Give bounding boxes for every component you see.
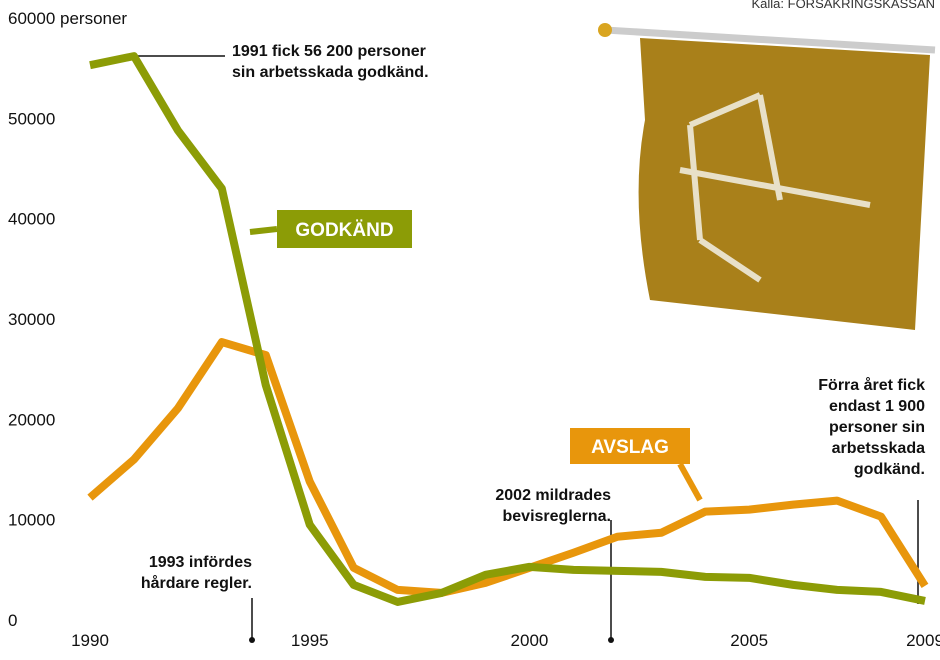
annotation: 1991 fick 56 200 personer (232, 43, 426, 60)
x-tick-label: 1995 (291, 631, 329, 650)
legend-pointer (677, 462, 703, 502)
x-tick-label: 1990 (71, 631, 109, 650)
annotation: 2002 mildrades (495, 487, 611, 504)
flag-illustration (598, 23, 936, 330)
annotation: personer sin (829, 419, 925, 436)
x-tick-label: 2005 (730, 631, 768, 650)
y-tick-label: 0 (8, 611, 17, 630)
y-tick-label: 50000 (8, 109, 55, 128)
y-tick-label: 60000 personer (8, 9, 127, 28)
annotation: Förra året fick (818, 376, 925, 394)
annotation: arbetsskada (832, 440, 925, 457)
y-tick-label: 10000 (8, 511, 55, 530)
legend-pointer (249, 226, 278, 235)
y-tick-label: 30000 (8, 310, 55, 329)
annotation: 1993 infördes (149, 554, 252, 571)
legend-box (277, 210, 412, 248)
annotation: bevisreglerna. (503, 508, 612, 525)
series-line (89, 52, 926, 606)
annotation: godkänd. (854, 461, 925, 478)
legend-box (570, 428, 690, 464)
annotation: endast 1 900 (829, 398, 925, 415)
y-tick-label: 40000 (8, 210, 55, 229)
x-tick-label: 2000 (511, 631, 549, 650)
source: Källa: FÖRSÄKRINGSKASSAN (752, 0, 936, 11)
legend-label: GODKÄND (295, 220, 393, 241)
legend-label: AVSLAG (591, 437, 669, 458)
annotation: hårdare regler. (141, 574, 252, 592)
x-tick-label: 2009 (906, 631, 940, 650)
series-line (87, 338, 929, 597)
annotation: sin arbetsskada godkänd. (232, 64, 429, 81)
y-tick-label: 20000 (8, 410, 55, 429)
